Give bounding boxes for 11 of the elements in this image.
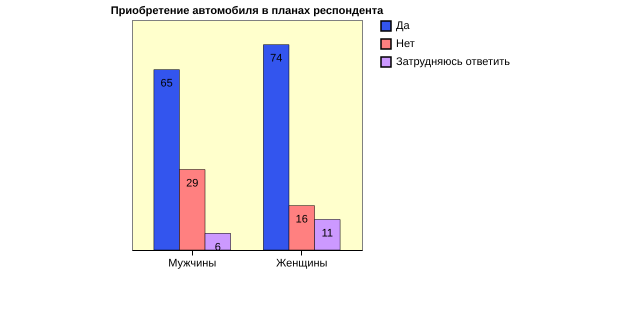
- legend-label: Нет: [396, 38, 415, 50]
- data-label: 16: [296, 214, 308, 226]
- legend-label: Да: [396, 20, 410, 32]
- data-label: 74: [270, 52, 282, 65]
- chart-title: Приобретение автомобиля в планах респондента: [110, 5, 384, 17]
- x-tick-label: Мужчины: [168, 258, 216, 270]
- data-label: 29: [186, 178, 198, 190]
- legend-label: Затрудняюсь ответить: [396, 56, 510, 68]
- x-tick-label: Женщины: [276, 258, 328, 270]
- data-label: 65: [160, 78, 173, 90]
- data-label: 11: [322, 227, 334, 240]
